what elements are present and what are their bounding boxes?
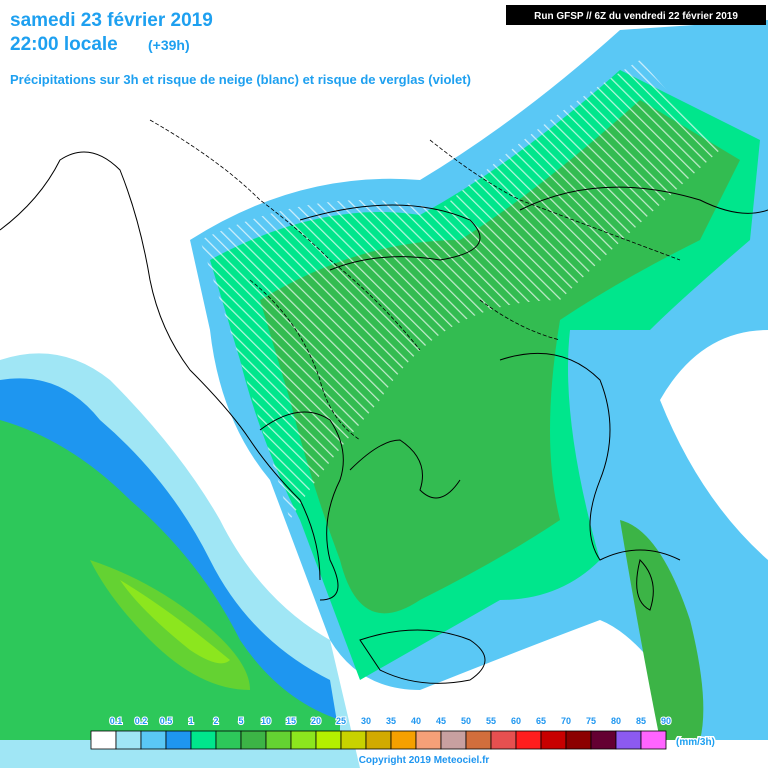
legend-swatch [290,730,317,750]
legend-label: 2 [213,716,218,726]
legend-label: 40 [411,716,421,726]
legend-unit: (mm/3h) [676,737,715,748]
legend-label: 45 [436,716,446,726]
legend-label: 0.1 [110,716,123,726]
legend-label: 15 [286,716,296,726]
legend-swatch [165,730,192,750]
legend-label: 5 [238,716,243,726]
copyright: Copyright 2019 Meteociel.fr [359,755,490,766]
legend-label: 65 [536,716,546,726]
run-info: Run GFSP // 6Z du vendredi 22 février 20… [534,11,738,22]
legend-swatch [265,730,292,750]
legend-swatch [540,730,567,750]
legend-label: 0.2 [135,716,148,726]
legend-swatch [340,730,367,750]
legend-swatch [240,730,267,750]
legend-label: 80 [611,716,621,726]
legend-label: 60 [511,716,521,726]
coastlines [0,119,768,684]
lead-time: (+39h) [148,37,190,53]
legend-swatch [490,730,517,750]
legend-swatch [515,730,542,750]
run-banner [506,5,766,25]
legend-swatch [615,730,642,750]
legend-swatch [90,730,117,750]
legend-swatch [315,730,342,750]
subtitle: Précipitations sur 3h et risque de neige… [10,72,471,87]
legend-swatch [115,730,142,750]
date: samedi 23 février 2019 [10,10,213,31]
legend-swatch [565,730,592,750]
legend-label: 70 [561,716,571,726]
legend: 0.1 0.2 0.5 1 2 5 10 15 20 25 30 35 40 45 50 55 60 65 70 75… [90,715,672,750]
legend-label: 75 [586,716,596,726]
legend-label: 35 [386,716,396,726]
legend-swatch [415,730,442,750]
legend-label: 25 [336,716,346,726]
local-time: 22:00 locale [10,34,118,55]
legend-swatch [365,730,392,750]
legend-label: 20 [311,716,321,726]
legend-swatch [640,730,667,750]
legend-label: 10 [261,716,271,726]
legend-label: 90 [661,716,671,726]
legend-swatch [465,730,492,750]
legend-label: 30 [361,716,371,726]
legend-swatch [390,730,417,750]
legend-swatch [140,730,167,750]
legend-swatch [590,730,617,750]
precipitation-field [0,20,768,768]
legend-label: 0.5 [160,716,173,726]
legend-swatch [440,730,467,750]
legend-label: 85 [636,716,646,726]
legend-swatch [215,730,242,750]
legend-label: 1 [188,716,193,726]
legend-swatch [190,730,217,750]
legend-label: 50 [461,716,471,726]
legend-label: 55 [486,716,496,726]
